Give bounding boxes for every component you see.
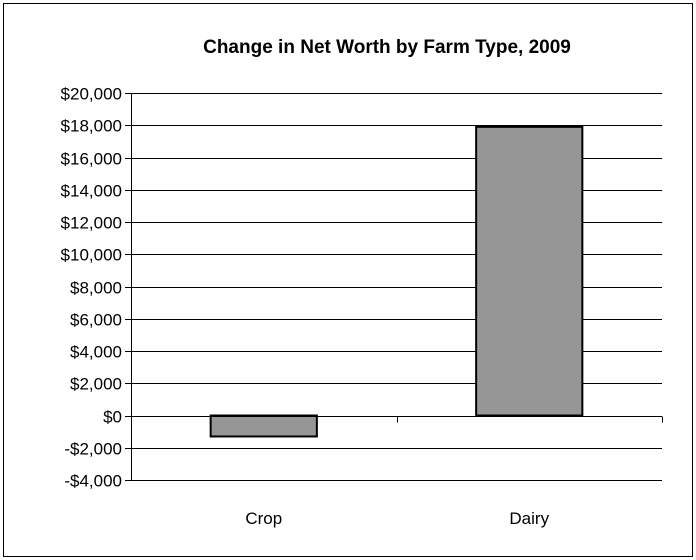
chart-title: Change in Net Worth by Farm Type, 2009: [203, 37, 571, 58]
x-axis-category-labels: Crop Dairy: [245, 509, 549, 528]
x-category-label: Crop: [245, 509, 282, 528]
y-tick-label: -$2,000: [64, 440, 122, 459]
axes: [125, 93, 663, 481]
y-tick-label: $6,000: [70, 311, 122, 330]
y-tick-label: $14,000: [61, 182, 122, 201]
y-tick-label: $2,000: [70, 375, 122, 394]
y-axis-tick-labels: -$4,000 -$2,000 $0 $2,000 $4,000 $6,000 $8,000…: [61, 85, 122, 491]
y-tick-label: $8,000: [70, 279, 122, 298]
bar-crop: [209, 414, 318, 438]
y-tick-label: $18,000: [61, 117, 122, 136]
y-tick-label: $0: [103, 408, 122, 427]
y-tick-label: -$4,000: [64, 472, 122, 491]
y-tick-label: $10,000: [61, 246, 122, 265]
y-tick-label: $20,000: [61, 85, 122, 104]
x-category-label: Dairy: [509, 509, 549, 528]
bar-dairy: [475, 125, 584, 417]
y-tick-label: $4,000: [70, 343, 122, 362]
y-tick-label: $12,000: [61, 214, 122, 233]
y-tick-label: $16,000: [61, 150, 122, 169]
bars: [209, 125, 584, 438]
